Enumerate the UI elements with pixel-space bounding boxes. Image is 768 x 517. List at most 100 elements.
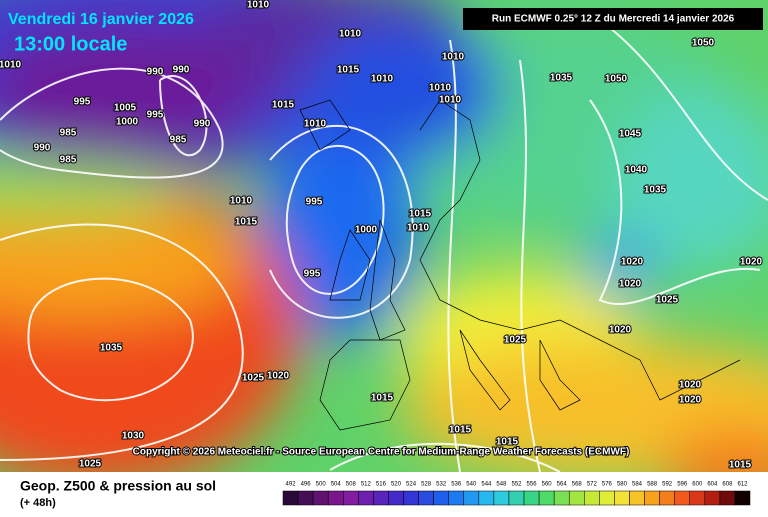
isobar-label: 1020: [609, 325, 632, 336]
isobar-label: 1015: [371, 393, 394, 404]
scale-label: 588: [647, 482, 658, 488]
coastlines: [299, 99, 741, 431]
isobar-label: 1010: [304, 119, 327, 130]
scale-label: 556: [527, 482, 538, 488]
isobar-label: 1035: [100, 343, 123, 354]
isobar-label: 1015: [729, 460, 752, 471]
scale-cell: [584, 490, 600, 506]
scale-cell: [282, 490, 299, 506]
scale-label: 564: [557, 482, 568, 488]
scale-cell: [659, 490, 675, 506]
scale-label: 496: [301, 482, 312, 488]
scale-cell: [327, 490, 344, 506]
isobar-label: 1015: [337, 65, 360, 76]
isobar-label: 990: [194, 119, 211, 130]
scale-cell: [629, 490, 645, 506]
isobar-label: 1035: [550, 73, 573, 84]
scale-cell: [719, 490, 736, 506]
isobar-label: 995: [304, 269, 321, 280]
scale-label: 500: [316, 482, 327, 488]
isobar-label: 985: [60, 155, 77, 166]
isobar-label: 1050: [692, 38, 715, 49]
isobar-label: 985: [170, 135, 187, 146]
scale-cell: [644, 490, 660, 506]
isobar-label: 995: [74, 97, 91, 108]
copyright: Copyright © 2026 Meteociel.fr - Source E…: [133, 447, 630, 458]
scale-cell: [508, 490, 525, 506]
isobar-label: 1015: [235, 217, 258, 228]
isobar-label: 1045: [619, 129, 642, 140]
isobar-label: 1015: [496, 437, 519, 448]
scale-label: 544: [481, 482, 492, 488]
isobar-label: 1020: [740, 257, 763, 268]
color-scale: 492 496 500 504 508 512 516 520 524 528 532 536 540 5…: [282, 482, 751, 506]
run-info: Run ECMWF 0.25° 12 Z du Mercredi 14 janv…: [492, 14, 735, 25]
isobar-label: 1000: [355, 225, 378, 236]
scale-label: 576: [602, 482, 613, 488]
scale-label: 512: [361, 482, 372, 488]
scale-cell: [689, 490, 706, 506]
scale-label: 552: [511, 482, 522, 488]
scale-label: 532: [436, 482, 447, 488]
scale-cell: [493, 490, 510, 506]
isobar-label: 1000: [116, 117, 139, 128]
scale-label: 568: [572, 482, 583, 488]
scale-label: 580: [617, 482, 628, 488]
isobar-label: 1015: [272, 100, 295, 111]
scale-cell: [312, 490, 329, 506]
scale-cell: [523, 490, 540, 506]
scale-cell: [358, 490, 374, 506]
isobar-label: 1035: [644, 185, 667, 196]
scale-cell: [463, 490, 480, 506]
scale-cell: [538, 490, 555, 506]
forecast-time: 13:00 locale: [14, 33, 127, 55]
scale-label: 516: [376, 482, 387, 488]
run-box: [463, 8, 763, 30]
scale-cell: [478, 490, 495, 506]
scale-cell: [734, 490, 751, 506]
scale-cell: [388, 490, 404, 506]
scale-label: 524: [406, 482, 417, 488]
isobar-label: 995: [147, 110, 164, 121]
isobar-label: 1010: [339, 29, 362, 40]
isobar-label: 1020: [619, 279, 642, 290]
scale-cell: [418, 490, 434, 506]
scale-label: 600: [692, 482, 703, 488]
scale-label: 608: [722, 482, 733, 488]
scale-label: 596: [677, 482, 688, 488]
isobar-label: 1040: [625, 165, 648, 176]
isobar-label: 1020: [679, 380, 702, 391]
isobar-label: 1010: [439, 95, 462, 106]
isobar-label: 990: [147, 67, 164, 78]
scale-label: 540: [466, 482, 477, 488]
isobar-label: 1025: [242, 373, 265, 384]
isobar-label: 1010: [407, 223, 430, 234]
scale-label: 612: [737, 482, 748, 488]
scale-cell: [433, 490, 449, 506]
scale-label: 528: [421, 482, 432, 488]
scale-label: 592: [662, 482, 673, 488]
scale-label: 492: [286, 482, 297, 488]
isobar-label: 1020: [621, 257, 644, 268]
scale-label: 548: [496, 482, 507, 488]
isobar-label: 1010: [371, 74, 394, 85]
scale-cell: [568, 490, 585, 506]
isobar-label: 985: [60, 128, 77, 139]
scale-cell: [704, 490, 721, 506]
isobar-label: 1025: [79, 459, 102, 470]
isobar-label: 990: [34, 143, 51, 154]
scale-label: 560: [542, 482, 553, 488]
isobar-label: 1010: [247, 0, 270, 11]
isobars: [0, 19, 768, 472]
isobar-label: 1020: [267, 371, 290, 382]
isobar-label: 1015: [449, 425, 472, 436]
isobar-label: 1015: [409, 209, 432, 220]
scale-label: 508: [346, 482, 357, 488]
isobar-label: 1020: [679, 395, 702, 406]
isobar-label: 1010: [442, 52, 465, 63]
scale-cell: [674, 490, 690, 506]
scale-cell: [553, 490, 570, 506]
scale-cell: [403, 490, 419, 506]
